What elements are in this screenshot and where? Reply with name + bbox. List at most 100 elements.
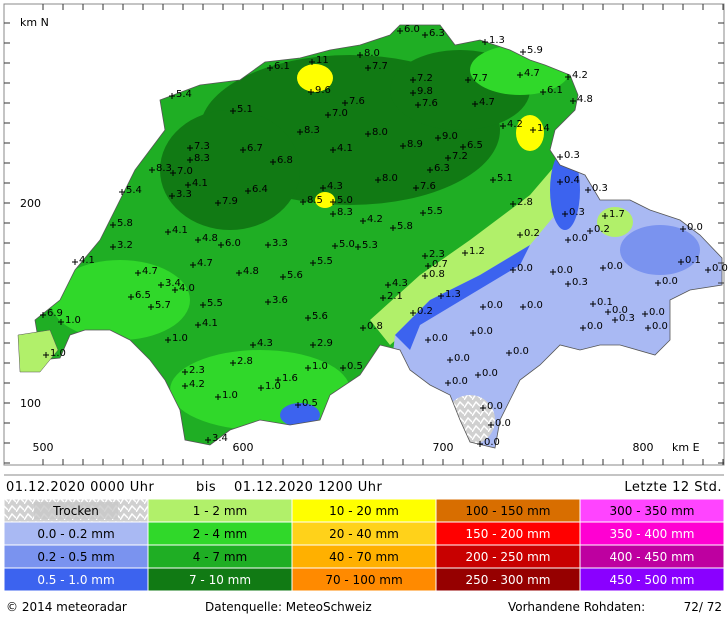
station-marker xyxy=(445,380,451,386)
station-marker xyxy=(325,112,331,118)
legend-label: 70 - 100 mm xyxy=(325,573,402,587)
station-marker xyxy=(305,365,311,371)
station-value: 0.0 xyxy=(487,300,503,311)
station-marker xyxy=(438,293,444,299)
station-value: 3.2 xyxy=(117,240,133,251)
station-value: 7.7 xyxy=(372,61,388,72)
station-marker xyxy=(187,145,193,151)
station-marker xyxy=(570,98,576,104)
station-value: 1.0 xyxy=(65,315,81,326)
station-marker xyxy=(540,89,546,95)
y-label: 100 xyxy=(20,397,41,410)
station-marker xyxy=(170,170,176,176)
station-marker xyxy=(425,263,431,269)
station-marker xyxy=(215,394,221,400)
station-marker xyxy=(602,213,608,219)
station-marker xyxy=(310,260,316,266)
legend-label: 20 - 40 mm xyxy=(329,527,399,541)
legend-label: 4 - 7 mm xyxy=(193,550,247,564)
station-value: 4.7 xyxy=(197,258,213,269)
station-marker xyxy=(557,154,563,160)
station-marker xyxy=(360,218,366,224)
station-value: 0.8 xyxy=(367,321,383,332)
station-marker xyxy=(585,187,591,193)
station-marker xyxy=(565,281,571,287)
station-marker xyxy=(600,265,606,271)
station-value: 5.6 xyxy=(287,270,303,281)
station-value: 7.7 xyxy=(472,73,488,84)
station-value: 9.8 xyxy=(417,86,433,97)
station-value: 4.1 xyxy=(192,178,208,189)
station-value: 0.0 xyxy=(687,222,703,233)
station-value: 5.8 xyxy=(397,221,413,232)
station-marker xyxy=(580,325,586,331)
station-marker xyxy=(128,294,134,300)
legend-label: 2 - 4 mm xyxy=(193,527,247,541)
station-value: 2.3 xyxy=(429,249,445,260)
station-marker xyxy=(245,188,251,194)
field-light xyxy=(370,160,600,345)
station-value: 6.7 xyxy=(247,143,263,154)
station-value: 0.3 xyxy=(592,183,608,194)
station-value: 8.3 xyxy=(304,125,320,136)
station-value: 4.7 xyxy=(524,68,540,79)
y-label: 200 xyxy=(20,197,41,210)
station-value: 0.0 xyxy=(482,368,498,379)
station-marker xyxy=(445,155,451,161)
station-value: 1.3 xyxy=(445,289,461,300)
station-value: 4.0 xyxy=(179,283,195,294)
station-value: 8.3 xyxy=(156,163,172,174)
station-value: 7.0 xyxy=(332,108,348,119)
station-marker xyxy=(482,39,488,45)
station-marker xyxy=(240,147,246,153)
station-marker xyxy=(420,210,426,216)
station-marker xyxy=(385,282,391,288)
station-value: 4.8 xyxy=(577,94,593,105)
station-marker xyxy=(642,311,648,317)
station-marker xyxy=(270,159,276,165)
period-from: 01.12.2020 0000 Uhr xyxy=(6,480,155,495)
field-yellow xyxy=(516,115,544,151)
station-value: 7.9 xyxy=(222,196,238,207)
station-marker xyxy=(400,143,406,149)
station-marker xyxy=(413,185,419,191)
station-marker xyxy=(375,177,381,183)
station-value: 1.0 xyxy=(50,348,66,359)
station-marker xyxy=(705,267,711,273)
station-marker xyxy=(119,189,125,195)
station-value: 0.0 xyxy=(452,376,468,387)
station-marker xyxy=(218,242,224,248)
station-value: 5.6 xyxy=(312,311,328,322)
station-value: 0.3 xyxy=(572,277,588,288)
station-marker xyxy=(110,244,116,250)
station-marker xyxy=(258,385,264,391)
station-value: 6.1 xyxy=(547,85,563,96)
station-value: 0.5 xyxy=(347,361,363,372)
station-value: 5.1 xyxy=(237,104,253,115)
station-marker xyxy=(230,108,236,114)
station-marker xyxy=(305,315,311,321)
station-marker xyxy=(510,267,516,273)
data-source: Datenquelle: MeteoSchweiz xyxy=(205,600,372,614)
station-value: 7.3 xyxy=(194,141,210,152)
legend-label: 250 - 300 mm xyxy=(466,573,551,587)
station-value: 14 xyxy=(537,123,550,134)
station-value: 4.1 xyxy=(79,255,95,266)
station-value: 1.0 xyxy=(172,333,188,344)
station-marker xyxy=(182,369,188,375)
legend-label: 0.2 - 0.5 mm xyxy=(37,550,114,564)
stations: 6.0 6.3 1.3 5.9 11 8.0 7.7 6.1 7.2 7.7 4.7 4.2 6.1 4.… xyxy=(40,24,728,448)
station-value: 4.8 xyxy=(243,266,259,277)
station-value: 2.3 xyxy=(189,365,205,376)
station-marker xyxy=(205,437,211,443)
station-marker xyxy=(275,377,281,383)
station-value: 0.0 xyxy=(607,261,623,272)
copyright: © 2014 meteoradar xyxy=(6,600,127,614)
station-value: 0.1 xyxy=(597,297,613,308)
station-value: 5.1 xyxy=(497,173,513,184)
legend-swatch-tint xyxy=(34,502,118,519)
station-marker xyxy=(590,301,596,307)
raw-data-value: 72/ 72 xyxy=(684,600,722,614)
station-marker xyxy=(517,232,523,238)
station-value: 7.6 xyxy=(349,96,365,107)
